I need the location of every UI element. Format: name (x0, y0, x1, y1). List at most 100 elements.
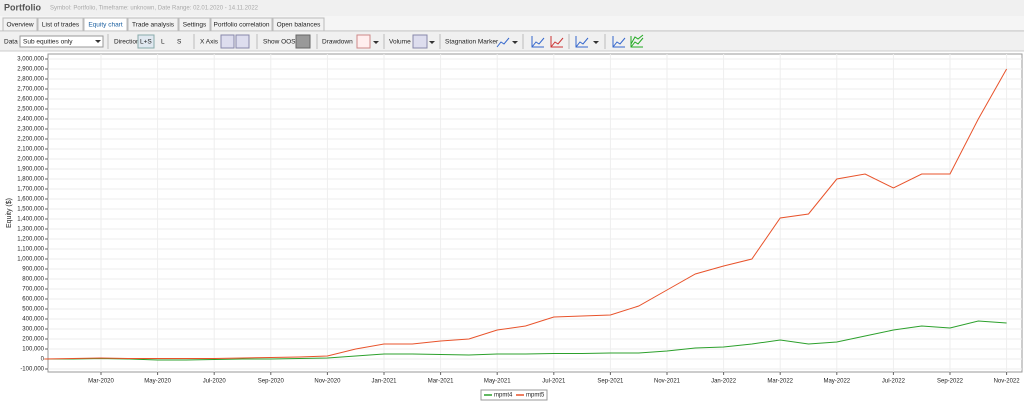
tab[interactable] (272, 17, 325, 32)
x-tick-label: Mar-2022 (767, 379, 793, 385)
data-select-value: Sub equities only (23, 39, 73, 46)
header-bar (0, 0, 1024, 16)
x-tick-label: Jan-2022 (711, 379, 737, 385)
dropdown-arrow[interactable] (593, 41, 599, 44)
y-tick-label: 1,500,000 (17, 207, 44, 213)
y-tick-label: 1,600,000 (17, 197, 44, 203)
y-tick-label: 100,000 (22, 347, 44, 353)
y-tick-label: 900,000 (22, 267, 44, 273)
chart-icon[interactable] (531, 36, 545, 48)
y-tick-label: 2,800,000 (17, 77, 44, 83)
y-tick-label: 600,000 (22, 297, 44, 303)
dropdown-arrow[interactable] (429, 41, 435, 44)
y-tick-label: 2,100,000 (17, 147, 44, 153)
tab[interactable] (37, 17, 84, 32)
dropdown-arrow[interactable] (373, 41, 379, 44)
data-label: Data (4, 39, 18, 46)
dir-ls-button[interactable] (137, 34, 155, 49)
direction-label: Direction (114, 39, 140, 46)
y-tick-label: 3,000,000 (17, 57, 44, 63)
legend-box (480, 389, 548, 401)
y-tick-label: 400,000 (22, 317, 44, 323)
x-tick-label: Jul-2022 (882, 379, 906, 385)
x-tick-label: Nov-2021 (654, 379, 681, 385)
chart-icon[interactable] (630, 34, 644, 48)
y-tick-label: 800,000 (22, 277, 44, 283)
x-tick-label: May-2022 (823, 379, 850, 385)
toolbar (0, 32, 1024, 51)
y-tick-label: 1,300,000 (17, 227, 44, 233)
x-tick-label: Mar-2020 (88, 379, 114, 385)
dropdown-arrow (95, 40, 101, 43)
tab-label: Equity chart (88, 22, 123, 29)
x-tick-label: Sep-2022 (937, 379, 964, 385)
chart-icon[interactable] (575, 36, 589, 48)
dir-ls: L+S (140, 39, 152, 46)
tab-label: List of trades (42, 22, 80, 29)
show-oos-icon[interactable] (295, 34, 311, 49)
y-tick-label: 1,200,000 (17, 237, 44, 243)
y-tick-label: 500,000 (22, 307, 44, 313)
plot-area (47, 53, 1023, 373)
tab-label: Overview (6, 22, 33, 29)
y-tick-label: 1,800,000 (17, 177, 44, 183)
series-line (44, 320, 1007, 361)
y-tick-label: -100,000 (20, 367, 44, 373)
dropdown-arrow[interactable] (512, 41, 518, 44)
y-tick-label: 700,000 (22, 287, 44, 293)
plot: -100,000 0 100,000 200,000 300,000 400,000 500… (17, 53, 1023, 401)
x-tick-label: Jul-2020 (203, 379, 227, 385)
y-tick-label: 1,100,000 (17, 247, 44, 253)
dir-l[interactable]: L (161, 39, 165, 46)
chart-icon[interactable] (612, 36, 626, 48)
y-tick-label: 1,000,000 (17, 257, 44, 263)
x-axis-label: X Axis (200, 39, 219, 46)
stagnation-label: Stagnation Marker (445, 39, 499, 46)
x-axis-icon[interactable] (235, 34, 250, 49)
chart-icon[interactable] (550, 36, 564, 48)
legend-label: mpmt5 (526, 393, 545, 399)
x-tick-label: Nov-2020 (314, 379, 341, 385)
stagnation-icon[interactable] (496, 37, 510, 48)
y-tick-label: 2,500,000 (17, 107, 44, 113)
tab-label: Settings (183, 22, 207, 29)
x-tick-label: Sep-2021 (597, 379, 624, 385)
y-tick-label: 2,200,000 (17, 137, 44, 143)
header-title: Portfolio (4, 2, 41, 12)
y-tick-label: 1,700,000 (17, 187, 44, 193)
header-subtitle: Symbol: Portfolio, Timeframe: unknown, D… (50, 6, 259, 12)
tab-label: Portfolio correlation (214, 22, 270, 29)
x-tick-label: May-2021 (484, 379, 511, 385)
drawdown-icon[interactable] (356, 34, 371, 49)
y-tick-label: 1,400,000 (17, 217, 44, 223)
x-axis-icon[interactable] (220, 34, 235, 49)
volume-icon[interactable] (412, 34, 428, 49)
y-tick-label: 2,700,000 (17, 87, 44, 93)
data-select[interactable] (19, 35, 104, 48)
tab[interactable] (178, 17, 211, 32)
y-tick-label: 2,600,000 (17, 97, 44, 103)
series-line (44, 68, 1008, 360)
x-tick-label: Sep-2020 (258, 379, 285, 385)
drawdown-label: Drawdown (322, 39, 353, 46)
toolbar-items: Data Sub equities only Direction L+S L S… (4, 34, 644, 49)
dir-s[interactable]: S (177, 39, 182, 46)
y-tick-label: 300,000 (22, 327, 44, 333)
y-tick-label: 2,000,000 (17, 157, 44, 163)
tab[interactable] (2, 17, 38, 32)
tab[interactable] (127, 17, 179, 32)
tab[interactable] (210, 17, 273, 32)
tabs: Overview List of trades Equity chart Trade … (2, 17, 325, 32)
y-tick-label: 2,400,000 (17, 117, 44, 123)
tab-label: Open balances (277, 22, 321, 29)
volume-label: Volume (389, 39, 411, 46)
show-oos-label: Show OOS (263, 39, 296, 46)
x-tick-label: Nov-2022 (994, 379, 1021, 385)
x-tick-label: Jan-2021 (371, 379, 397, 385)
y-tick-label: 200,000 (22, 337, 44, 343)
tab[interactable] (83, 17, 128, 32)
y-tick-label: 0 (41, 357, 45, 363)
y-axis-label: Equity ($) (6, 198, 13, 228)
x-tick-label: May-2020 (144, 379, 171, 385)
